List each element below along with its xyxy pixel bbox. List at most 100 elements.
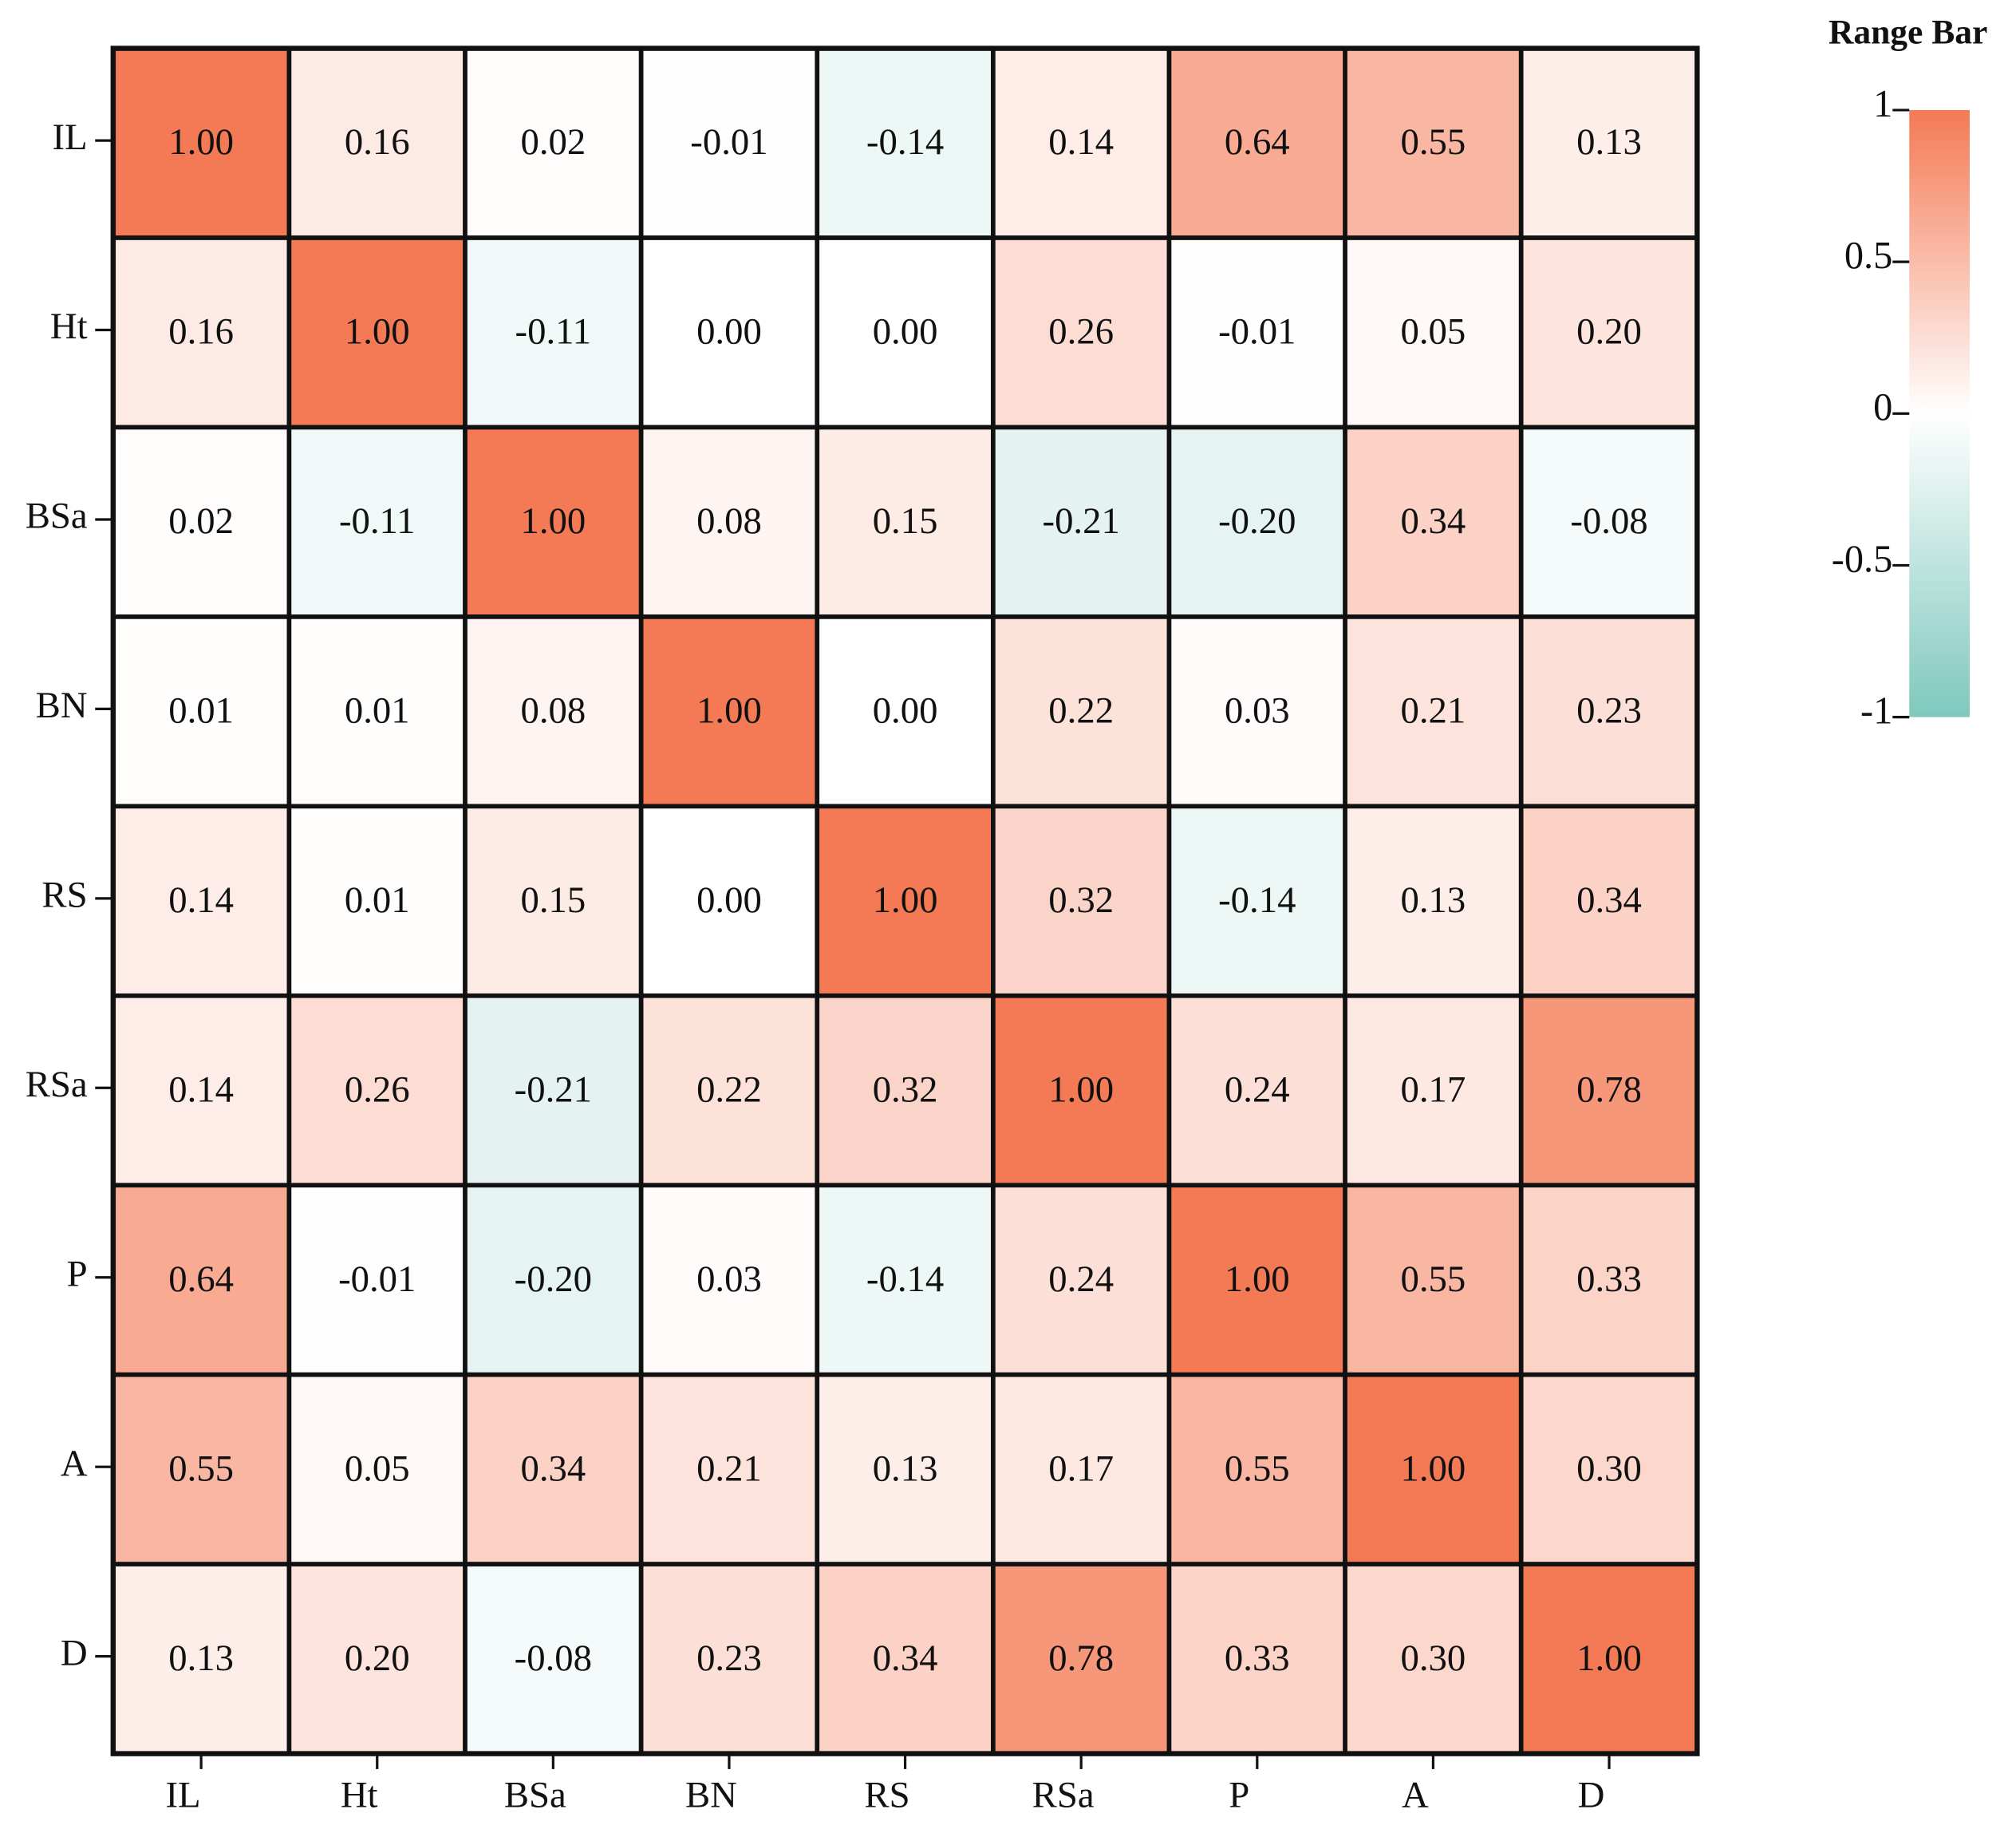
y-tick-label: BN [36, 685, 88, 726]
cell-label: 0.08 [696, 500, 762, 542]
heatmap-cell [1166, 1562, 1347, 1756]
cell-label: 0.30 [1576, 1448, 1642, 1489]
heatmap-cell [815, 1562, 996, 1756]
heatmap-cell [1166, 1183, 1347, 1377]
cell-label: 0.20 [345, 1637, 410, 1679]
cell-label: 0.55 [168, 1448, 234, 1489]
heatmap-cell [638, 804, 820, 998]
cell-label: 0.15 [520, 879, 586, 921]
heatmap-cell [111, 235, 292, 430]
cell-label: 0.22 [696, 1069, 762, 1110]
cell-label: -0.14 [866, 1258, 944, 1300]
cell-label: -0.14 [1218, 879, 1296, 921]
cell-label: 0.23 [1576, 690, 1642, 732]
heatmap-cell [1518, 614, 1700, 809]
cell-label: -0.08 [1570, 500, 1647, 542]
heatmap-cell [463, 993, 644, 1188]
cell-label: 0.01 [168, 690, 234, 732]
cell-label: 1.00 [1048, 1069, 1114, 1110]
y-tick-label: RSa [26, 1064, 88, 1105]
y-tick-label: RS [41, 875, 87, 916]
cell-label: 1.00 [1576, 1637, 1642, 1679]
cell-label: 0.26 [1048, 311, 1114, 353]
heatmap-cell [1166, 1372, 1347, 1566]
cell-label: 1.00 [345, 311, 410, 353]
x-tick-label: RS [864, 1775, 909, 1816]
heatmap-cell [991, 45, 1172, 240]
x-tick-label: BN [685, 1775, 737, 1816]
x-tick-label: A [1402, 1775, 1429, 1816]
cell-label: 0.15 [873, 500, 938, 542]
heatmap-cell [111, 804, 292, 998]
cell-label: 0.05 [345, 1448, 410, 1489]
heatmap-cell [1518, 804, 1700, 998]
heatmap-cell [463, 425, 644, 619]
heatmap-cell [111, 1372, 292, 1566]
heatmap-cell [638, 1562, 820, 1756]
heatmap-cell [111, 1183, 292, 1377]
cell-label: 0.17 [1401, 1069, 1466, 1110]
cell-label: 0.22 [1048, 690, 1114, 732]
heatmap-cell [286, 1562, 468, 1756]
cell-label: 0.55 [1401, 1258, 1466, 1300]
colorbar-tick-label: 0 [1873, 386, 1892, 429]
colorbar-tick-label: -1 [1860, 689, 1892, 732]
cell-label: -0.01 [1218, 311, 1296, 353]
cell-label: 1.00 [1225, 1258, 1290, 1300]
x-tick-label: RSa [1032, 1775, 1095, 1816]
y-tick-label: A [61, 1443, 88, 1484]
heatmap-cell [991, 993, 1172, 1188]
cell-label: -0.20 [515, 1258, 592, 1300]
y-tick-label: D [61, 1632, 88, 1673]
heatmap-cell [1518, 425, 1700, 619]
cell-label: 0.33 [1225, 1637, 1290, 1679]
cell-label: 0.78 [1576, 1069, 1642, 1110]
cell-label: -0.20 [1218, 500, 1296, 542]
y-tick-label: P [67, 1253, 88, 1294]
cell-label: -0.01 [338, 1258, 416, 1300]
colorbar-tick-label: 0.5 [1844, 235, 1892, 277]
cell-label: 0.13 [168, 1637, 234, 1679]
cell-label: 0.24 [1048, 1258, 1114, 1300]
cell-label: 0.24 [1225, 1069, 1290, 1110]
heatmap-cell [1518, 1372, 1700, 1566]
x-tick-label: Ht [341, 1775, 378, 1816]
cell-label: 0.13 [1576, 121, 1642, 163]
heatmap-cell [286, 1183, 468, 1377]
x-tick-label: IL [166, 1775, 201, 1816]
cell-label: 0.03 [696, 1258, 762, 1300]
cell-label: 0.34 [873, 1637, 938, 1679]
cell-label: 0.14 [168, 1069, 234, 1110]
cell-label: 0.16 [345, 121, 410, 163]
cell-label: 0.21 [696, 1448, 762, 1489]
cell-label: 0.03 [1225, 690, 1290, 732]
x-tick-label: BSa [504, 1775, 566, 1816]
colorbar-tick-label: -0.5 [1832, 538, 1893, 580]
cell-label: 0.08 [520, 690, 586, 732]
heatmap-cell [638, 614, 820, 809]
cell-label: 0.64 [168, 1258, 234, 1300]
cell-label: 0.26 [345, 1069, 410, 1110]
cell-label: -0.01 [690, 121, 767, 163]
cell-label: 1.00 [696, 690, 762, 732]
cell-label: 0.13 [1401, 879, 1466, 921]
y-tick-label: IL [52, 117, 87, 158]
cell-label: 0.55 [1225, 1448, 1290, 1489]
cell-label: 0.55 [1401, 121, 1466, 163]
heatmap-cell [1343, 993, 1524, 1188]
y-tick-label: Ht [50, 306, 88, 347]
heatmap-cell [286, 45, 468, 240]
heatmap-cell [991, 804, 1172, 998]
cell-label: 0.05 [1401, 311, 1466, 353]
cell-label: 0.34 [1576, 879, 1642, 921]
cell-label: 0.13 [873, 1448, 938, 1489]
cell-label: 1.00 [168, 121, 234, 163]
cell-label: 0.34 [1401, 500, 1466, 542]
heatmap-cell [991, 1372, 1172, 1566]
heatmap-cell [463, 1372, 644, 1566]
heatmap-cell [463, 235, 644, 430]
cell-label: 0.14 [168, 879, 234, 921]
cell-label: -0.08 [515, 1637, 592, 1679]
